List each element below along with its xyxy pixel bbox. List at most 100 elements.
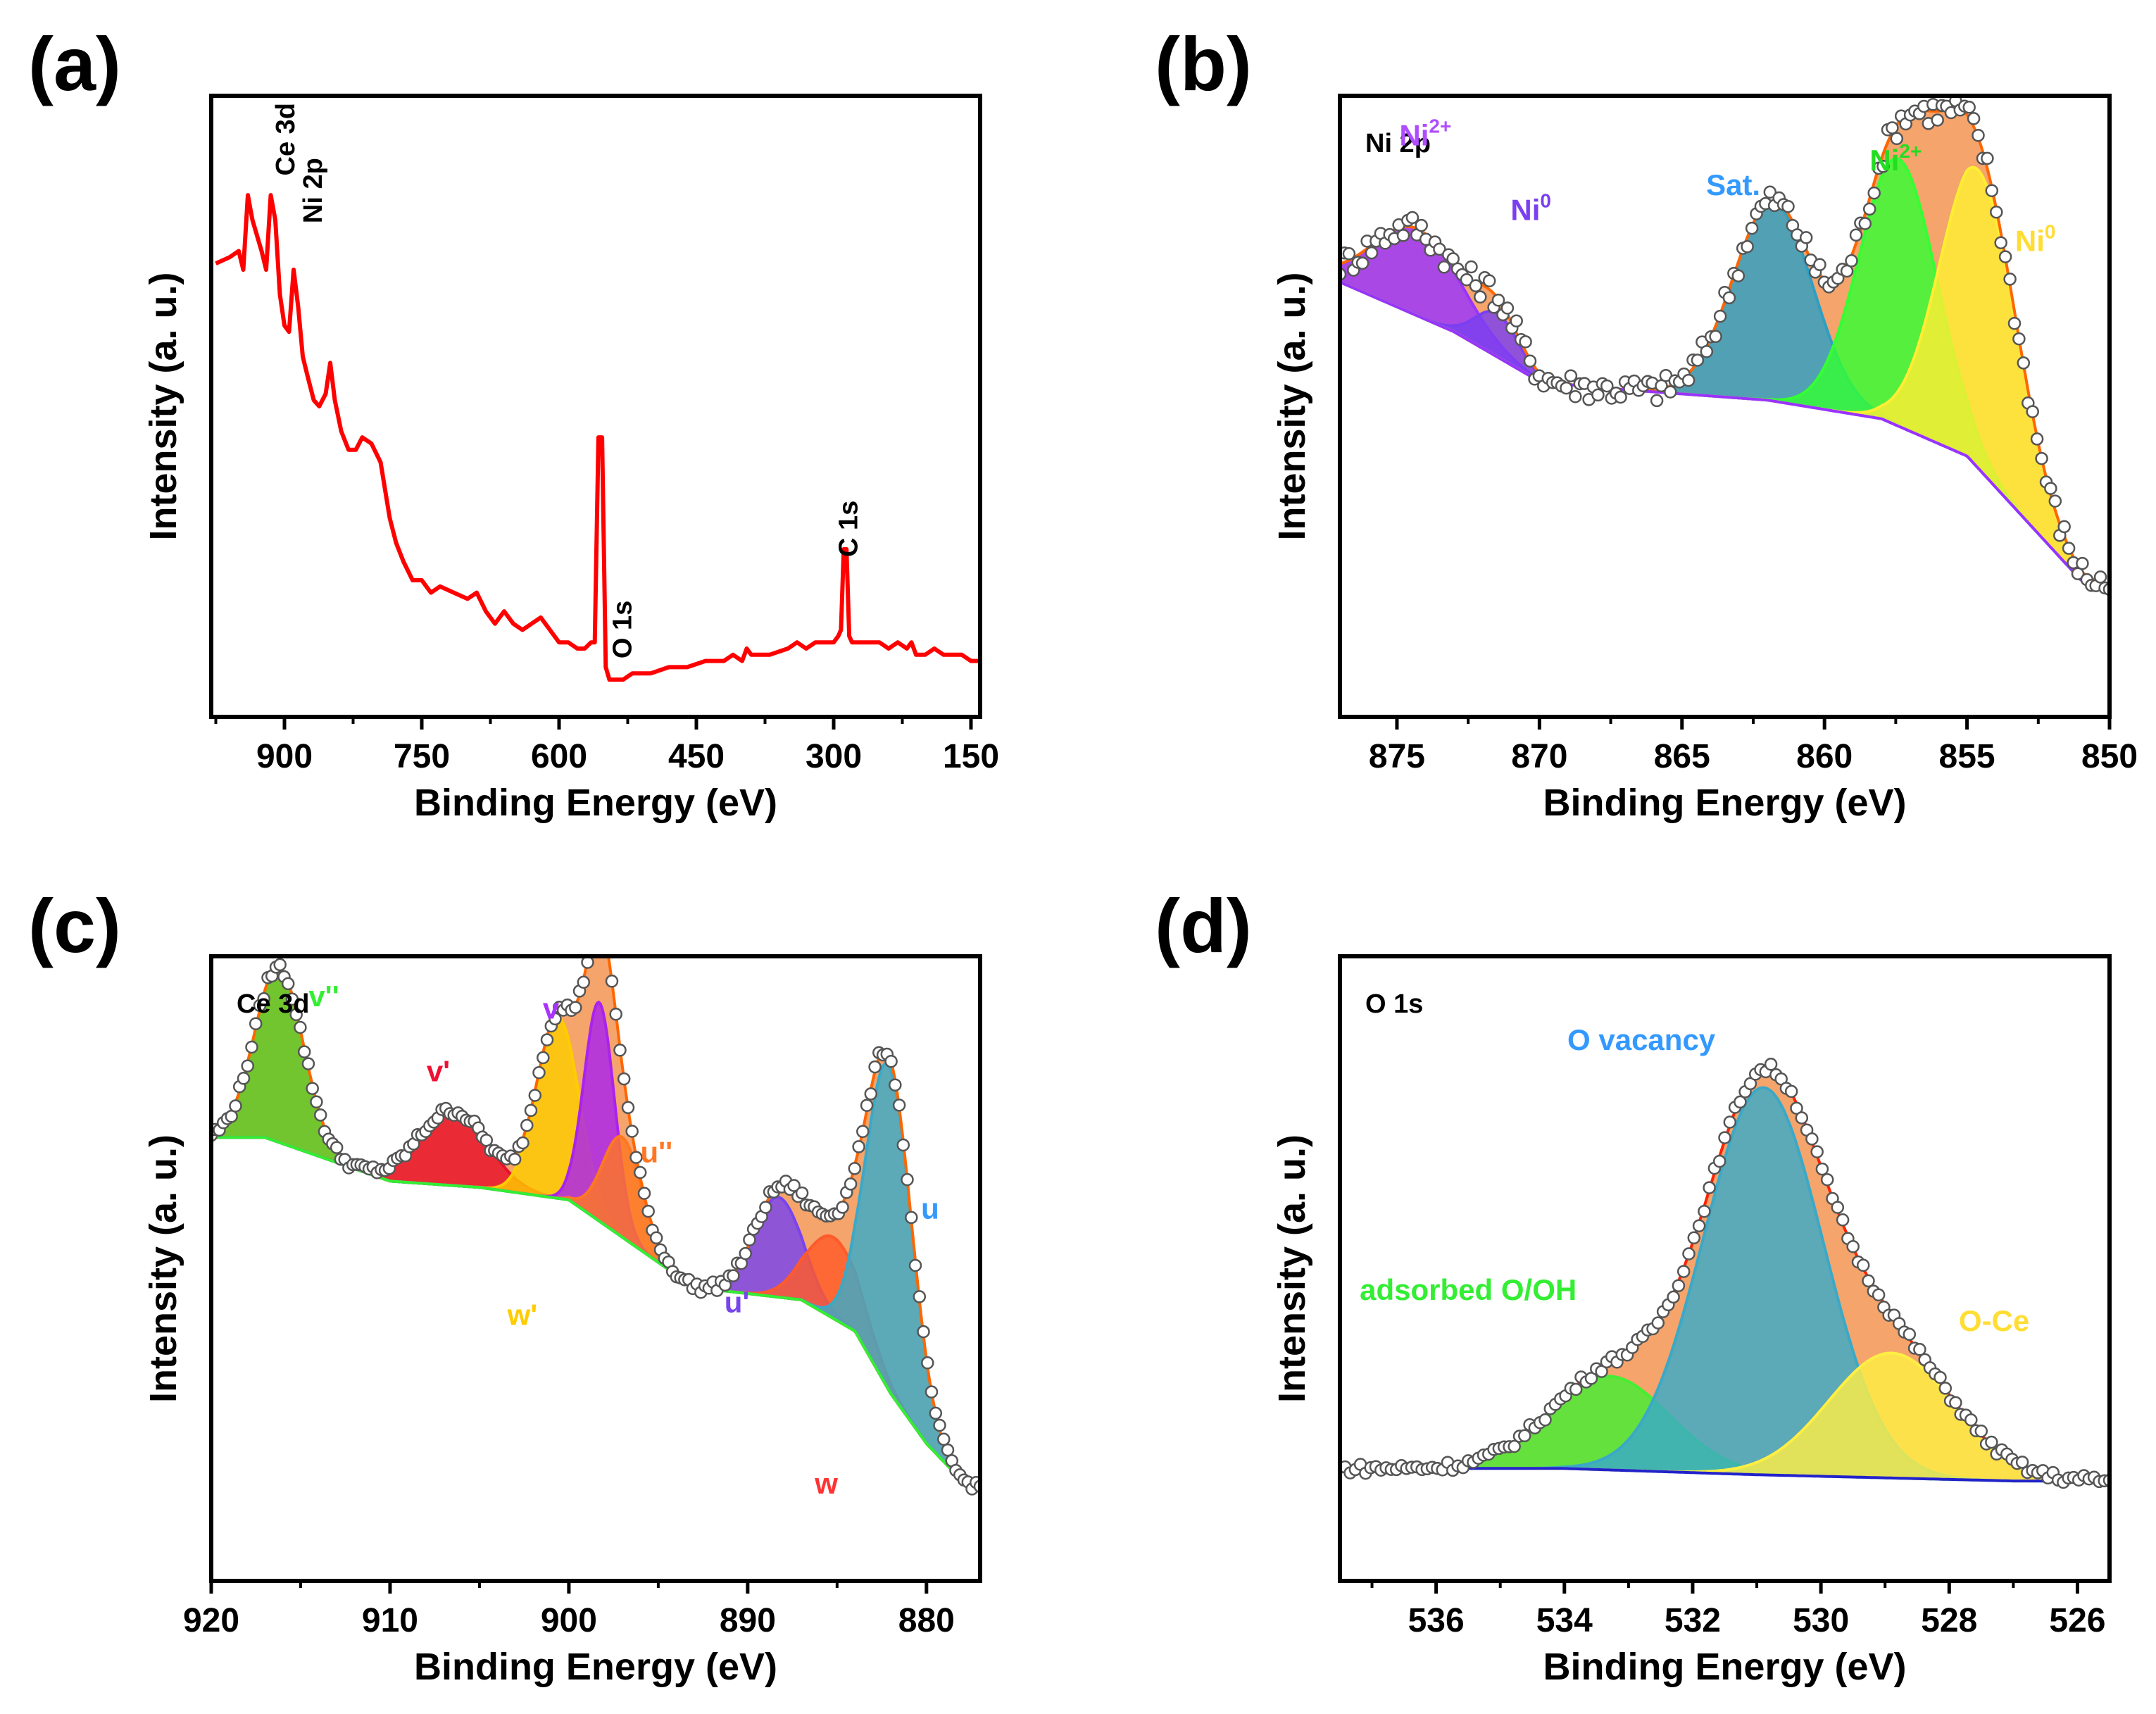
chart-panel-d: (d) O 1s O vacancy adsorbed O/OH O-Ce 536 534 5… (1155, 883, 2112, 1688)
data-point (569, 1001, 582, 1014)
data-point (1415, 218, 1428, 232)
peak-label-text: Ni (1510, 193, 1540, 226)
peak-label-text: adsorbed O/OH (1360, 1273, 1577, 1306)
data-point (1600, 379, 1614, 393)
data-point (1972, 128, 1985, 142)
data-point (1713, 309, 1727, 323)
peak-fill-sat- (1340, 202, 2110, 587)
peak-fill-ni2-2p1-2- (1340, 226, 2110, 587)
plot-area (215, 193, 980, 682)
data-point (908, 1258, 922, 1272)
data-point (1845, 254, 1858, 268)
x-tick-label: 910 (362, 1602, 418, 1639)
peak-label-superscript: 0 (2045, 221, 2056, 243)
data-point (1763, 185, 1777, 199)
data-point (1784, 1084, 1798, 1099)
x-tick-label: 536 (1408, 1602, 1465, 1639)
spectrum-label: Ce 3d (237, 989, 309, 1019)
data-point (1731, 269, 1746, 282)
peak-label-text: O vacancy (1567, 1023, 1716, 1056)
data-point (1692, 1219, 1706, 1232)
data-point (1469, 279, 1483, 293)
x-tick-label: 532 (1665, 1602, 1721, 1639)
background-line (1340, 280, 2110, 588)
data-point (245, 1040, 258, 1054)
data-point (836, 1201, 849, 1214)
x-axis-title: Binding Energy (eV) (414, 782, 777, 824)
peak-label-text: Ni (2015, 225, 2045, 258)
data-point (2044, 482, 2057, 495)
data-point (528, 1089, 542, 1102)
data-point (929, 1406, 943, 1420)
data-point (1691, 354, 1705, 367)
peak-label-text: w' (507, 1298, 538, 1331)
data-point (2057, 520, 2071, 534)
data-point (933, 1418, 946, 1432)
x-axis-title: Binding Energy (eV) (1543, 1646, 1906, 1688)
data-point (330, 1141, 344, 1154)
data-point (2093, 570, 2107, 584)
x-tick-label: 860 (1796, 738, 1853, 775)
data-point (609, 1007, 622, 1021)
data-point (590, 919, 601, 930)
data-point (524, 1103, 538, 1118)
data-point (249, 1017, 263, 1030)
data-point (1722, 291, 1736, 305)
data-point (739, 1246, 752, 1261)
peak-fill-o-ce (1340, 1353, 2110, 1482)
data-point (257, 992, 270, 1006)
data-point (1745, 221, 1759, 235)
data-point (1687, 1231, 1701, 1245)
data-point (617, 1072, 631, 1086)
data-point (301, 1057, 315, 1070)
data-point (2035, 451, 2048, 465)
data-point (884, 1054, 898, 1068)
data-point (1474, 290, 1487, 304)
peak-label: Ni0 (2015, 221, 2056, 258)
peak-label: Ni2+ (1399, 115, 1451, 152)
data-point (1396, 229, 1410, 242)
peak-label: Sat. (1706, 168, 1760, 201)
peak-label-text: v' (427, 1054, 450, 1087)
data-point (1712, 1154, 1726, 1168)
peak-label-text: u (921, 1192, 939, 1225)
x-tick-label: 880 (898, 1602, 955, 1639)
data-point (1518, 1429, 1531, 1443)
data-point (1862, 202, 1876, 216)
data-point (1682, 1247, 1696, 1261)
data-point (1405, 211, 1419, 225)
x-tick-label: 920 (183, 1602, 239, 1639)
data-point (598, 930, 610, 942)
data-point (1595, 1365, 1608, 1378)
peak-label: w (814, 1467, 838, 1500)
x-tick-label: 865 (1654, 738, 1710, 775)
data-point (2012, 332, 2026, 346)
plot-frame (1338, 94, 2112, 719)
peak-label-text: u' (725, 1286, 750, 1319)
data-point (310, 1095, 323, 1109)
data-point (1672, 1279, 1686, 1292)
plot-area (211, 919, 980, 1496)
peak-label: Ni2+ (1869, 140, 1922, 177)
data-point (1538, 1413, 1552, 1427)
data-point (229, 1099, 242, 1113)
peak-label-text: O-Ce (1959, 1304, 2029, 1337)
data-point (1856, 1258, 1870, 1272)
data-point (1709, 330, 1722, 344)
data-point (1614, 390, 1627, 404)
x-tick-label: 855 (1939, 738, 1995, 775)
data-point (937, 1432, 951, 1446)
x-tick-label: 875 (1369, 738, 1425, 775)
x-tick-label: 900 (541, 1602, 597, 1639)
chart-panel-c: (c) Ce 3dv'' v' v u'' w' u' w u 920 910 900 890 880 Bi… (28, 883, 982, 1688)
data-point (649, 1231, 663, 1245)
data-point (1491, 293, 1505, 307)
data-point (516, 1136, 529, 1150)
peak-fill-u- (211, 1137, 980, 1487)
data-point (586, 935, 597, 946)
data-point (941, 1443, 955, 1457)
peak-label: u'' (640, 1136, 672, 1169)
data-point (629, 1151, 643, 1164)
peak-label-text: u'' (640, 1136, 672, 1169)
x-axis-title: Binding Energy (eV) (414, 1646, 777, 1688)
